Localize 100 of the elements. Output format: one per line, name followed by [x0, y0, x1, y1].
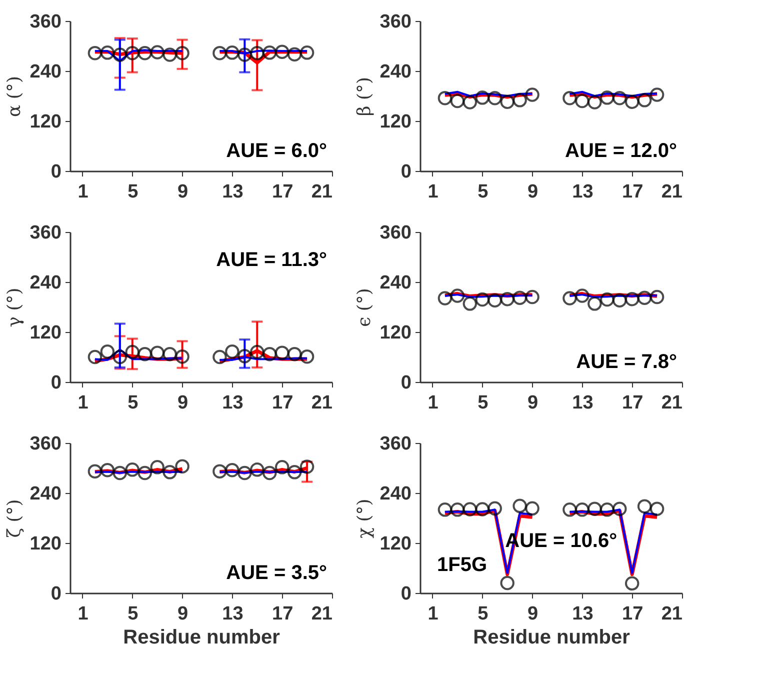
point — [588, 502, 602, 516]
x-tick-label: 5 — [128, 604, 139, 624]
y-tick-label: 0 — [400, 162, 412, 182]
point — [450, 502, 465, 517]
point — [588, 95, 602, 110]
x-tick-label: 21 — [661, 604, 683, 624]
point — [612, 293, 627, 308]
point — [500, 292, 514, 306]
x-tick-label: 17 — [622, 392, 644, 414]
x-tick-label: 17 — [622, 182, 644, 202]
point — [162, 465, 177, 480]
x-tick-label: 17 — [272, 182, 294, 202]
y-tick-label: 360 — [30, 222, 62, 244]
point — [150, 460, 164, 474]
point — [225, 462, 240, 478]
y-tick-label: 240 — [380, 62, 412, 82]
point — [575, 94, 590, 108]
point — [88, 464, 102, 478]
x-tick-label: 13 — [222, 392, 244, 414]
y-tick-label: 240 — [30, 62, 62, 82]
y-tick-label: 360 — [380, 12, 412, 32]
point — [475, 502, 490, 516]
point — [600, 90, 614, 105]
x-tick-label: 9 — [177, 604, 188, 624]
y-axis-title: ϵ (°) — [354, 288, 375, 327]
point — [500, 94, 514, 109]
x-tick-label: 17 — [272, 604, 294, 624]
point — [274, 460, 290, 474]
point — [624, 94, 640, 109]
point — [600, 502, 614, 517]
point — [450, 288, 465, 303]
point — [500, 576, 514, 590]
point — [450, 94, 465, 108]
x-tick-label: 5 — [478, 604, 489, 624]
x-tick-label: 13 — [222, 604, 244, 624]
point — [438, 90, 452, 106]
point — [562, 502, 577, 517]
y-axis-title: ζ (°) — [4, 499, 25, 538]
x-tick-label: 9 — [177, 182, 188, 202]
annotation: AUE = 12.0° — [565, 140, 677, 162]
point — [287, 465, 302, 480]
point — [138, 466, 152, 480]
point — [525, 88, 540, 102]
x-axis-title: Residue number — [473, 626, 630, 648]
x-tick-label: 1 — [78, 604, 89, 624]
y-tick-label: 120 — [380, 534, 412, 554]
x-tick-label: 21 — [311, 604, 333, 624]
point — [512, 290, 527, 305]
point — [525, 501, 540, 516]
y-tick-label: 360 — [380, 434, 412, 454]
point — [650, 290, 664, 304]
point — [462, 502, 478, 516]
point — [438, 291, 452, 306]
x-tick-label: 17 — [272, 392, 294, 414]
annotation: 1F5G — [436, 554, 488, 576]
point — [475, 292, 490, 307]
x-tick-label: 13 — [572, 392, 594, 414]
y-tick-label: 120 — [30, 322, 62, 344]
y-tick-label: 240 — [380, 484, 412, 504]
point — [175, 459, 190, 474]
point — [512, 498, 527, 514]
point — [525, 290, 540, 304]
x-tick-label: 1 — [428, 392, 439, 414]
point — [475, 90, 490, 105]
point — [612, 502, 627, 516]
y-tick-label: 240 — [30, 484, 62, 504]
point — [488, 90, 502, 106]
point — [612, 90, 627, 106]
x-tick-label: 5 — [128, 392, 139, 414]
point — [562, 90, 577, 106]
y-tick-label: 0 — [400, 372, 412, 394]
annotation: AUE = 11.3° — [216, 249, 327, 271]
point — [112, 466, 128, 480]
y-tick-label: 360 — [30, 12, 62, 32]
y-tick-label: 360 — [30, 434, 62, 454]
point — [588, 296, 602, 311]
point — [462, 95, 478, 110]
x-tick-label: 5 — [478, 182, 489, 202]
x-tick-label: 9 — [527, 392, 538, 414]
point — [637, 93, 652, 108]
x-tick-label: 21 — [661, 392, 683, 414]
x-tick-label: 21 — [311, 392, 333, 414]
point — [238, 466, 252, 480]
point — [650, 88, 664, 102]
y-tick-label: 360 — [380, 222, 412, 244]
y-tick-label: 0 — [50, 372, 62, 394]
y-axis-title: β (°) — [354, 76, 375, 116]
x-tick-label: 5 — [128, 182, 139, 202]
y-tick-label: 0 — [50, 584, 62, 604]
point — [562, 291, 577, 306]
x-tick-label: 9 — [177, 392, 188, 414]
x-tick-label: 13 — [572, 182, 594, 202]
y-tick-label: 120 — [30, 534, 62, 554]
x-tick-label: 21 — [661, 182, 683, 202]
x-axis-title: Residue number — [123, 626, 280, 648]
x-tick-label: 21 — [311, 182, 333, 202]
point — [600, 292, 614, 307]
x-tick-label: 9 — [527, 182, 538, 202]
y-tick-label: 120 — [380, 112, 412, 132]
y-tick-label: 240 — [30, 272, 62, 294]
